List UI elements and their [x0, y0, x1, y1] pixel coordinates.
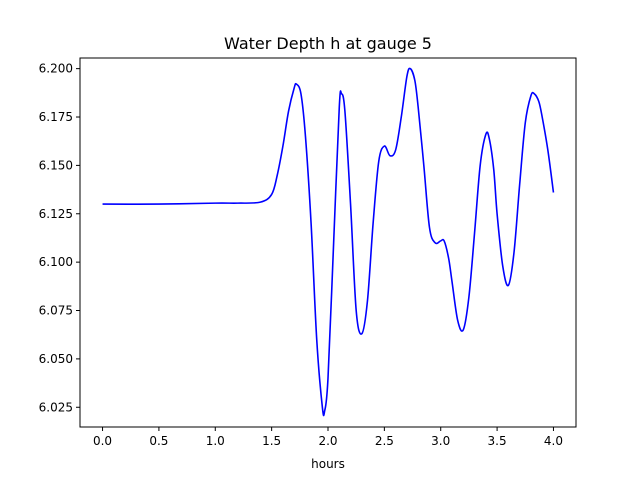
- y-tick-label: 6.125: [39, 207, 73, 221]
- axes-frame: [79, 57, 577, 428]
- x-tick-label: 1.5: [262, 434, 281, 448]
- x-tick-label: 4.0: [544, 434, 563, 448]
- x-tick-label: 2.0: [318, 434, 337, 448]
- x-tick-label: 0.0: [93, 434, 112, 448]
- x-tick-label: 2.5: [375, 434, 394, 448]
- x-tick-label: 0.5: [149, 434, 168, 448]
- y-tick-label: 6.050: [39, 352, 73, 366]
- axis-ticks: 0.0 0.5 1.0 1.5 2.0 2.5 3.0 3.5 4.0 6.025 6.050 6.0…: [39, 62, 563, 448]
- plot-area: [102, 67, 555, 417]
- x-axis-label: hours: [311, 457, 345, 471]
- chart-title: Water Depth h at gauge 5: [224, 34, 432, 53]
- series-line-0: [102, 67, 555, 417]
- x-tick-label: 3.0: [431, 434, 450, 448]
- y-tick-label: 6.150: [39, 158, 73, 172]
- x-tick-label: 1.0: [206, 434, 225, 448]
- y-tick-label: 6.200: [39, 62, 73, 76]
- y-tick-label: 6.100: [39, 255, 73, 269]
- y-tick-label: 6.175: [39, 110, 73, 124]
- y-tick-label: 6.025: [39, 400, 73, 414]
- x-tick-label: 3.5: [488, 434, 507, 448]
- y-tick-label: 6.075: [39, 304, 73, 318]
